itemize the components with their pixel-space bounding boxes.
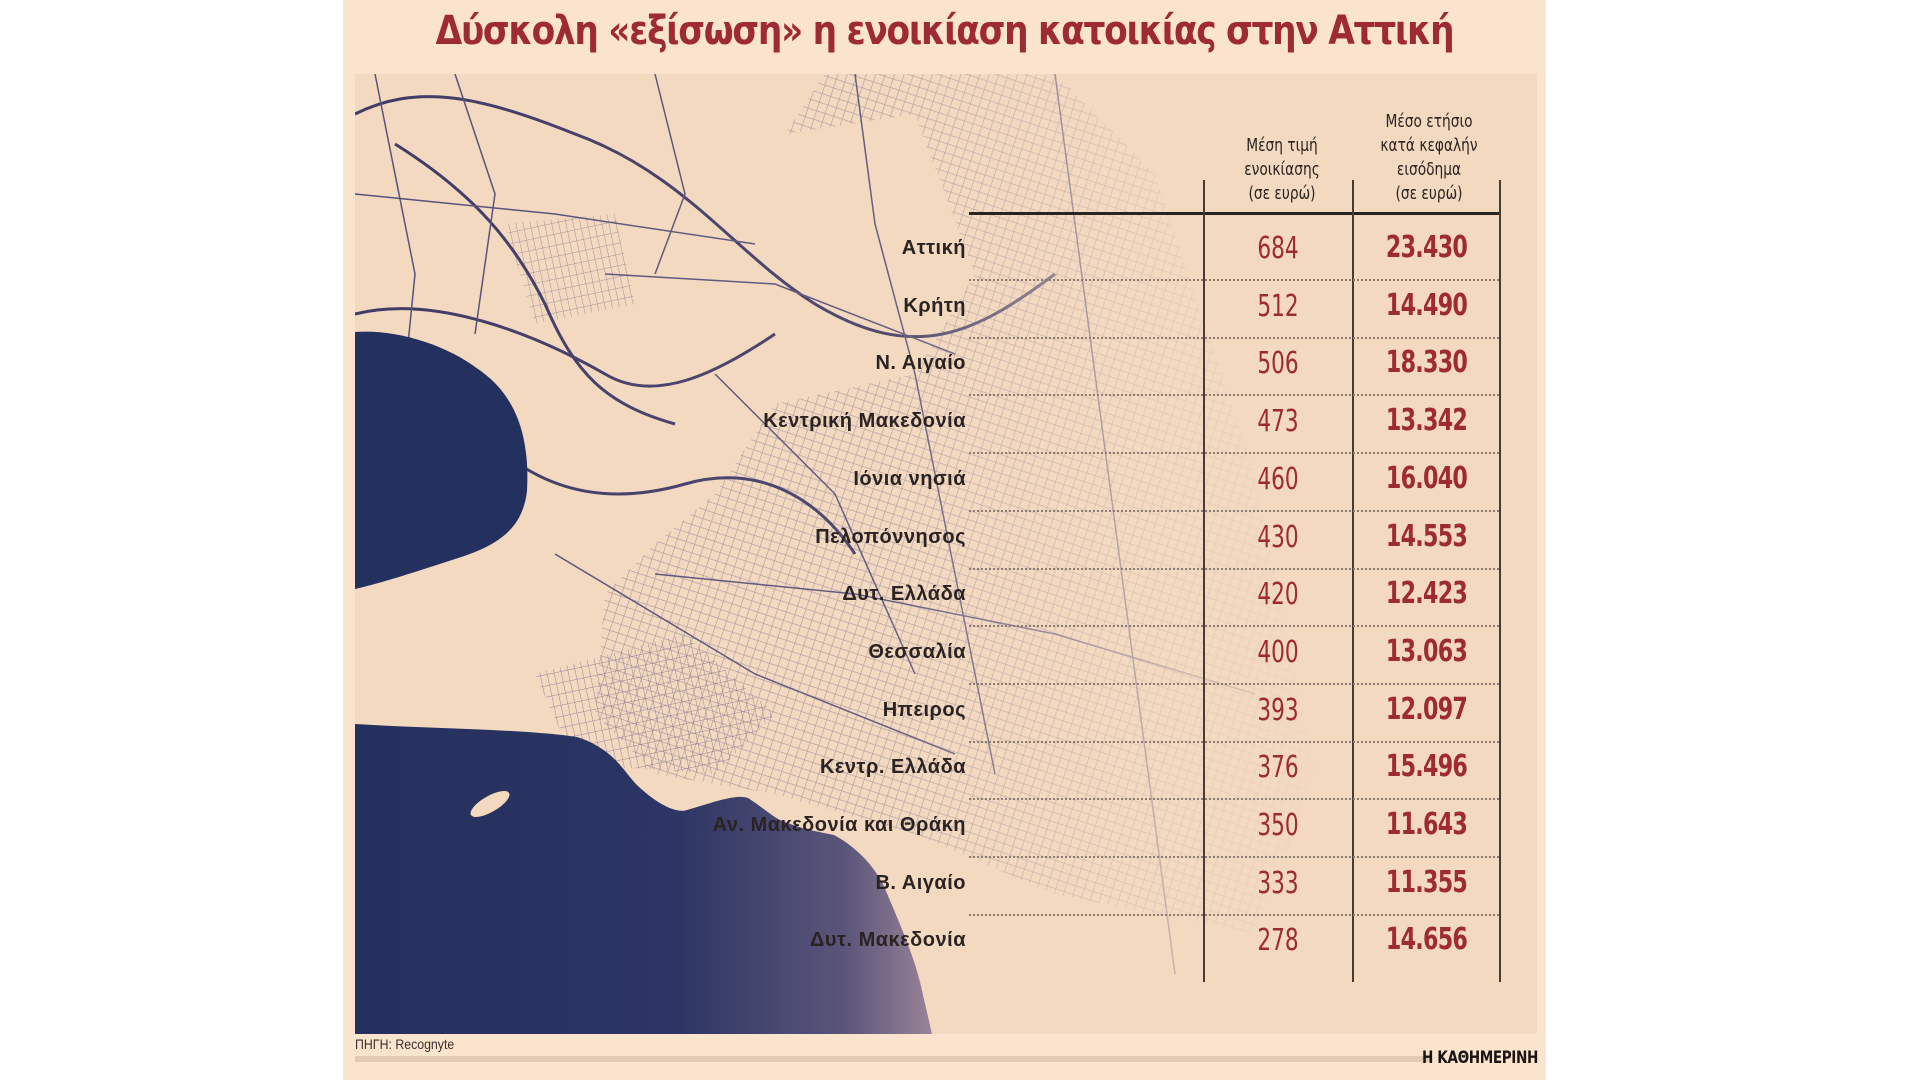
row-separator (969, 567, 1499, 570)
row-separator (969, 856, 1499, 858)
rent-header-line: Μέση τιμή (1246, 135, 1318, 156)
income-value: 13.342 (1385, 403, 1468, 439)
athens-map-background (355, 74, 1537, 1034)
income-value: 12.097 (1385, 691, 1468, 727)
table-row: Πελοπόννησος 430 14.553 (343, 512, 1546, 570)
income-value: 23.430 (1385, 230, 1468, 265)
income-header-line: (σε ευρώ) (1395, 183, 1463, 204)
table-row: Αν. Μακεδονία και Θράκη 350 11.643 (343, 800, 1546, 858)
income-value: 15.496 (1385, 749, 1468, 785)
income-value: 18.330 (1385, 345, 1468, 381)
rent-value: 350 (1257, 808, 1299, 843)
rent-value: 460 (1257, 461, 1299, 497)
table-row: Ν. Αιγαίο 506 18.330 (343, 338, 1546, 397)
rent-value: 473 (1257, 404, 1299, 440)
rent-value: 376 (1257, 750, 1299, 786)
row-separator (969, 913, 1499, 916)
column-divider (1352, 180, 1354, 982)
row-separator (969, 625, 1499, 628)
brand-logo: Η ΚΑΘΗΜΕΡΙΝΗ (1422, 1048, 1538, 1068)
row-separator (969, 336, 1499, 339)
income-header-line: Μέσο ετήσιο (1385, 111, 1473, 132)
income-header-line: κατά κεφαλήν (1380, 135, 1478, 156)
income-header-line: εισόδημα (1396, 159, 1462, 180)
row-separator (969, 394, 1499, 397)
rent-value: 278 (1257, 923, 1299, 959)
region-name: Κεντρ. Ελλάδα (819, 756, 966, 779)
table-row: Δυτ. Ελλάδα 420 12.423 (343, 569, 1546, 628)
table-row: Κεντρ. Ελλάδα 376 15.496 (343, 742, 1546, 801)
income-value: 11.355 (1385, 864, 1468, 900)
rent-value: 400 (1257, 634, 1299, 670)
table-row: Δυτ. Μακεδονία 278 14.656 (343, 915, 1546, 973)
region-name: Κρήτη (903, 294, 966, 317)
row-separator (969, 279, 1499, 281)
row-separator (969, 509, 1499, 512)
income-value: 12.423 (1385, 576, 1468, 612)
row-separator (969, 682, 1499, 685)
rent-value: 684 (1257, 231, 1299, 266)
region-name: Ιόνια νησιά (853, 467, 966, 490)
table-row: Κεντρική Μακεδονία 473 13.342 (343, 396, 1546, 455)
income-value: 14.490 (1385, 287, 1468, 323)
table-row: Β. Αιγαίο 333 11.355 (343, 858, 1546, 916)
region-name: Αττική (901, 237, 966, 259)
rent-value: 430 (1257, 519, 1299, 555)
rent-header-line: ενοικίασης (1244, 159, 1320, 180)
header-rule (969, 212, 1500, 215)
table-row: Ηπειρος 393 12.097 (343, 685, 1546, 743)
source-note: ΠΗΓΗ: Recognyte (355, 1036, 455, 1052)
income-value: 11.643 (1385, 807, 1468, 842)
column-divider (1203, 180, 1205, 982)
rent-value: 512 (1257, 288, 1299, 324)
region-name: Κεντρική Μακεδονία (763, 410, 966, 433)
income-value: 16.040 (1385, 460, 1468, 496)
sea-upper-bay (355, 331, 528, 589)
region-name: Δυτ. Μακεδονία (810, 929, 966, 952)
row-separator (969, 740, 1499, 743)
row-separator (969, 452, 1499, 455)
rent-column-header: Μέση τιμή ενοικίασης (σε ευρώ) (1223, 134, 1342, 206)
infographic-panel: Δύσκολη «εξίσωση» η ενοικίαση κατοικίας … (343, 0, 1546, 1080)
table-row: Θεσσαλία 400 13.063 (343, 627, 1546, 685)
rent-value: 333 (1257, 865, 1299, 901)
region-name: Ν. Αιγαίο (875, 352, 966, 375)
region-name: Θεσσαλία (868, 640, 966, 663)
region-name: Πελοπόννησος (815, 525, 966, 548)
income-value: 14.553 (1385, 518, 1468, 554)
income-value: 14.656 (1385, 922, 1468, 958)
region-name: Β. Αιγαίο (875, 871, 966, 894)
region-name: Αν. Μακεδονία και Θράκη (712, 814, 966, 836)
income-column-header: Μέσο ετήσιο κατά κεφαλήν εισόδημα (σε ευ… (1365, 110, 1493, 206)
rent-header-line: (σε ευρώ) (1248, 183, 1316, 204)
table-row: Ιόνια νησιά 460 16.040 (343, 454, 1546, 512)
table-row: Αττική 684 23.430 (343, 223, 1546, 281)
rent-value: 420 (1257, 577, 1299, 613)
row-separator (969, 798, 1499, 801)
rent-value: 393 (1257, 692, 1299, 728)
column-divider (1499, 180, 1501, 982)
rent-value: 506 (1257, 346, 1299, 382)
table-row: Κρήτη 512 14.490 (343, 281, 1546, 339)
footer-bar (355, 1056, 1430, 1062)
income-value: 13.063 (1385, 633, 1468, 669)
region-name: Δυτ. Ελλάδα (842, 583, 966, 606)
region-name: Ηπειρος (882, 698, 966, 721)
infographic-title: Δύσκολη «εξίσωση» η ενοικίαση κατοικίας … (435, 8, 1455, 54)
